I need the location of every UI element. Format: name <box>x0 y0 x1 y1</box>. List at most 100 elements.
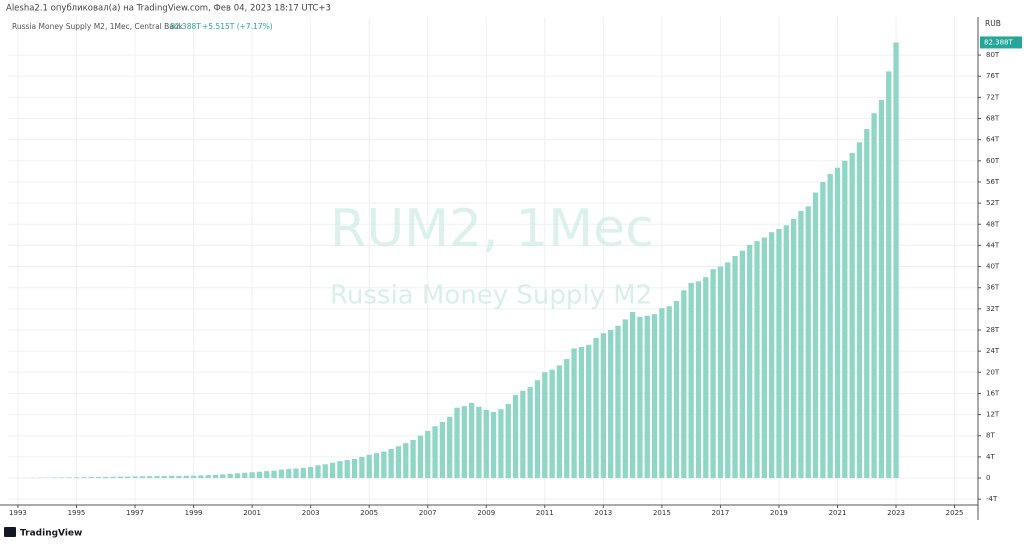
footer: TradingView <box>20 529 82 539</box>
y-tick-label: 44T <box>986 241 1000 249</box>
y-tick-label: 24T <box>986 347 1000 355</box>
x-tick-label: 1995 <box>68 509 86 517</box>
bar <box>527 387 533 479</box>
bar <box>812 192 819 479</box>
bar <box>344 460 350 479</box>
bar <box>81 477 87 479</box>
bar <box>498 409 504 479</box>
bar <box>681 290 687 479</box>
bar <box>520 390 526 479</box>
bar <box>790 218 797 479</box>
y-tick-label: 20T <box>986 368 1000 376</box>
x-tick-label: 2011 <box>536 509 554 517</box>
bar <box>608 329 614 479</box>
bar <box>461 406 467 479</box>
bars <box>15 42 899 479</box>
bar <box>842 160 848 479</box>
bar <box>769 232 775 479</box>
y-tick-label: 76T <box>986 72 1000 80</box>
last-value-badge-label: 82.388T <box>984 38 1013 46</box>
bar <box>337 461 343 479</box>
bar <box>95 476 102 479</box>
y-tick-label: 4T <box>986 453 995 461</box>
bar <box>447 416 453 479</box>
y-tick-label: 32T <box>986 305 1000 313</box>
x-tick-label: 1999 <box>185 509 203 517</box>
bar <box>783 225 789 479</box>
bar <box>622 319 628 479</box>
x-tick-label: 2009 <box>477 509 495 517</box>
y-tick-label: 60T <box>986 157 1000 165</box>
bar <box>154 476 160 479</box>
bar <box>139 476 145 479</box>
bar <box>205 475 211 479</box>
bar <box>234 473 241 479</box>
bar <box>798 211 804 479</box>
bar <box>410 439 416 479</box>
bar <box>117 476 124 479</box>
bar <box>264 471 270 479</box>
bar <box>703 277 709 479</box>
bar <box>849 152 855 479</box>
bar <box>110 476 116 479</box>
y-tick-label: 36T <box>986 284 1000 292</box>
bar <box>286 469 292 479</box>
bar <box>556 365 563 479</box>
bar <box>88 477 94 479</box>
bar <box>834 167 841 479</box>
bar <box>300 467 306 479</box>
bar <box>322 464 328 479</box>
bar <box>388 448 394 479</box>
y-tick-label: 28T <box>986 326 1000 334</box>
bar <box>73 477 80 479</box>
bar <box>505 404 511 479</box>
bar <box>739 250 746 479</box>
bar <box>278 469 285 479</box>
y-tick-label: 68T <box>986 115 1000 123</box>
bar <box>864 129 870 479</box>
bar <box>468 402 475 479</box>
bar <box>366 454 372 479</box>
bar <box>717 266 724 479</box>
bar <box>827 174 833 479</box>
bar <box>871 113 877 479</box>
bar <box>549 369 555 479</box>
bar <box>878 100 885 479</box>
bar <box>329 462 336 479</box>
y-tick-label: 16T <box>986 389 1000 397</box>
y-tick-label: 48T <box>986 220 1000 228</box>
bar <box>293 468 299 479</box>
bar <box>103 476 109 479</box>
bar <box>395 446 402 479</box>
bar <box>629 312 636 479</box>
legend-change: +5.515T (+7.17%) <box>202 22 273 31</box>
header: Alesha2.1 опубликовал(а) на TradingView.… <box>6 4 331 14</box>
y-tick-label: 56T <box>986 178 1000 186</box>
bar <box>249 472 255 479</box>
x-tick-label: 2003 <box>302 509 320 517</box>
x-tick-label: 2025 <box>946 509 964 517</box>
bar <box>417 435 424 479</box>
bar <box>571 348 577 479</box>
bar <box>190 475 197 479</box>
bar <box>695 281 702 479</box>
bar <box>147 476 153 479</box>
last-value-badge <box>980 36 1022 49</box>
bar <box>820 181 826 479</box>
bar <box>761 237 767 479</box>
y-tick-label: 12T <box>986 411 1000 419</box>
legend-value: 82.388T <box>170 22 201 31</box>
bar <box>59 477 65 479</box>
bar <box>754 241 760 479</box>
bar <box>168 475 175 479</box>
bar <box>439 421 445 479</box>
bar <box>227 473 233 479</box>
y-tick-label: -4T <box>986 495 998 503</box>
x-tick-label: 2021 <box>829 509 847 517</box>
bar <box>359 456 365 479</box>
y-tick-label: 8T <box>986 432 995 440</box>
bar <box>132 476 138 479</box>
bar <box>564 359 570 479</box>
y-tick-label: 80T <box>986 51 1000 59</box>
